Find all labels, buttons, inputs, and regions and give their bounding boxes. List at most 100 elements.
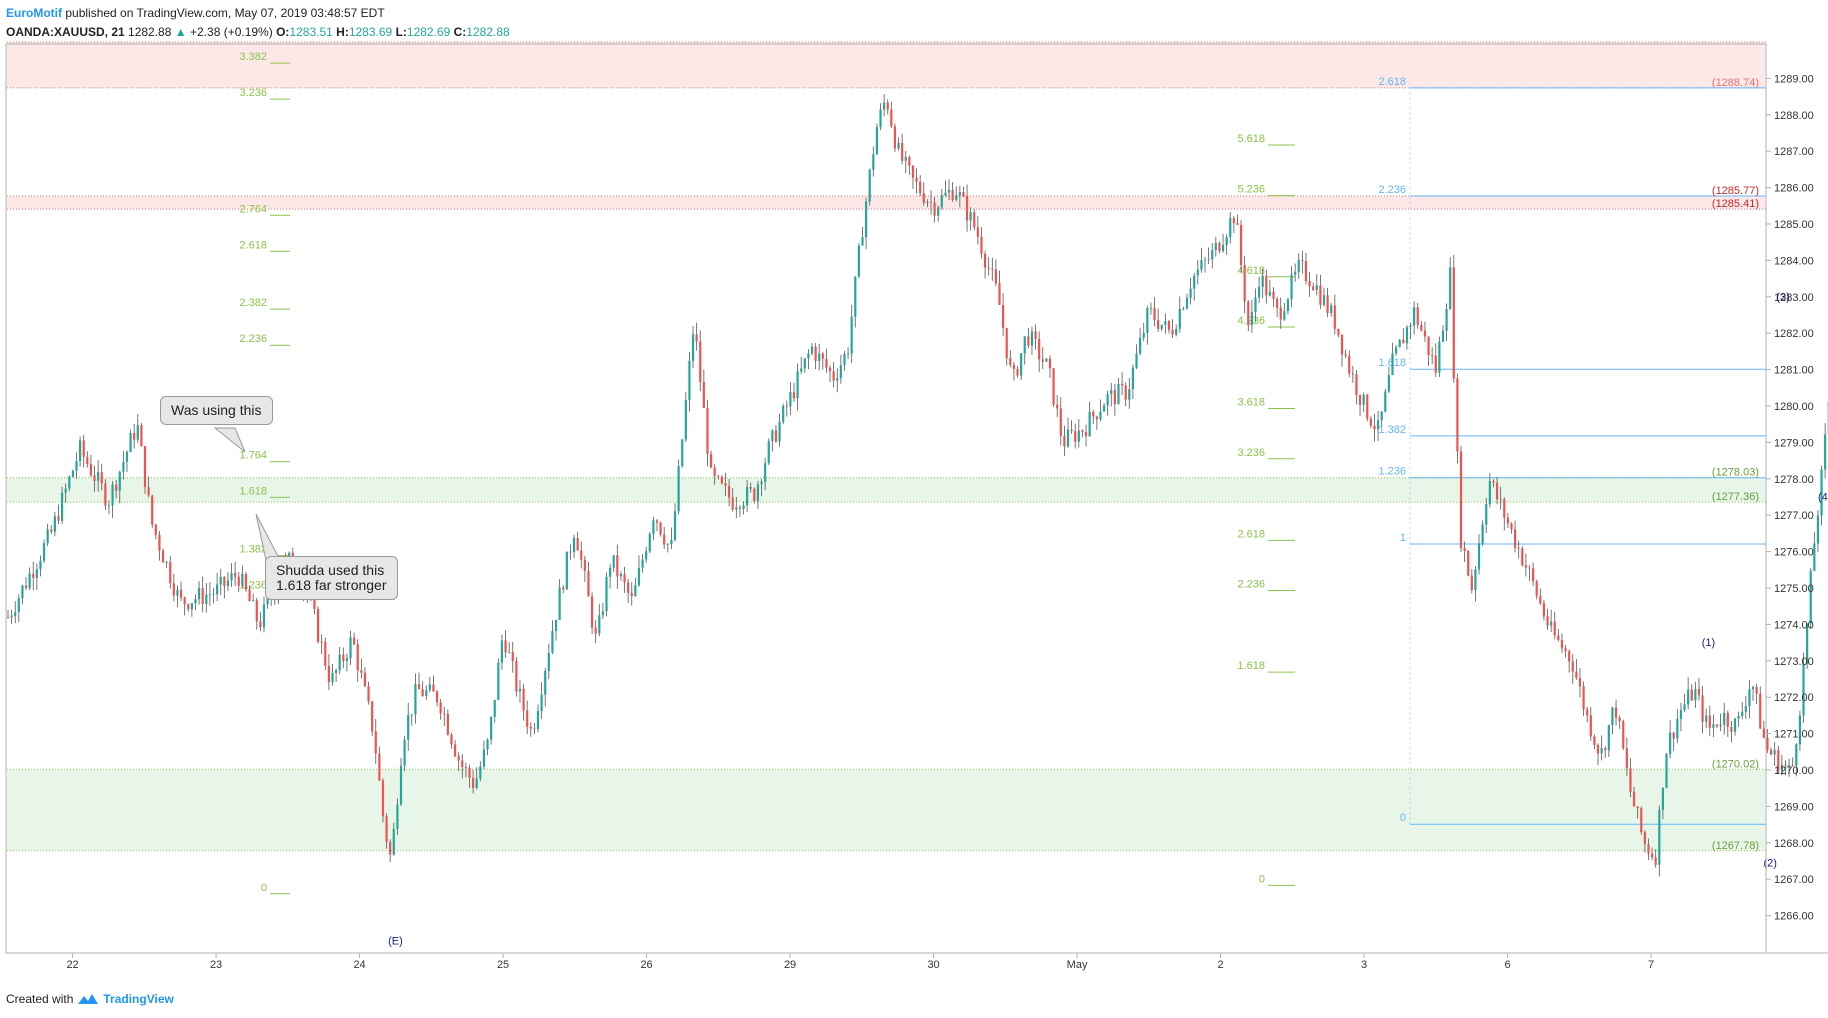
candle-body xyxy=(432,684,435,692)
candle-body xyxy=(666,544,669,545)
candle-body xyxy=(839,365,842,379)
candle-body xyxy=(706,408,709,455)
candle-body xyxy=(179,589,183,598)
candle-body xyxy=(212,594,215,596)
candle-body xyxy=(1521,548,1524,566)
candle-body xyxy=(1661,787,1665,810)
candle-body xyxy=(1182,308,1185,310)
candle-body xyxy=(1535,581,1538,596)
candle-body xyxy=(1643,832,1646,845)
x-tick-label: 24 xyxy=(353,959,365,971)
candle-body xyxy=(216,584,219,595)
candle-body xyxy=(1586,709,1589,716)
candle-body xyxy=(1712,724,1715,728)
fib-label: 3.236 xyxy=(1237,447,1265,459)
candle-body xyxy=(681,439,684,467)
y-tick-label: 1279.00 xyxy=(1774,437,1814,449)
candle-body xyxy=(1193,275,1196,289)
candle-body xyxy=(79,440,82,462)
candle-body xyxy=(86,456,89,465)
candle-body xyxy=(417,684,421,690)
candle-body xyxy=(634,585,637,597)
candle-body xyxy=(320,641,323,643)
high-label: H: xyxy=(336,25,349,39)
tradingview-brand[interactable]: TradingView xyxy=(103,992,174,1006)
open-value: 1283.51 xyxy=(289,25,333,39)
wave-label: (4) xyxy=(1818,492,1828,504)
author-link[interactable]: EuroMotif xyxy=(6,6,62,20)
candle-body xyxy=(1669,732,1672,755)
symbol-label[interactable]: OANDA:XAUUSD, 21 xyxy=(6,25,125,39)
candle-body xyxy=(169,562,172,584)
candle-body xyxy=(533,728,536,730)
candle-body xyxy=(623,573,626,583)
candle-body xyxy=(1304,261,1308,282)
candle-body xyxy=(547,652,550,671)
callout-pointer-1 xyxy=(213,427,246,453)
candle-body xyxy=(929,201,933,203)
candle-body xyxy=(360,670,363,673)
candle-body xyxy=(774,430,778,442)
candle-body xyxy=(1741,711,1744,716)
callout-was-using[interactable]: Was using this xyxy=(160,396,273,425)
candle-body xyxy=(1102,405,1106,412)
candle-body xyxy=(875,127,879,155)
candle-body xyxy=(785,405,788,407)
candle-body xyxy=(82,440,85,457)
low-label: L: xyxy=(395,25,407,39)
candle-body xyxy=(569,551,572,553)
candle-body xyxy=(1604,748,1607,751)
candle-body xyxy=(1092,411,1095,417)
x-tick-label: 22 xyxy=(66,959,78,971)
candle-body xyxy=(883,102,886,110)
candle-body xyxy=(843,354,846,366)
candle-body xyxy=(1683,704,1686,711)
candle-body xyxy=(1319,285,1322,305)
candle-body xyxy=(789,392,792,407)
candle-body xyxy=(590,596,594,628)
fib-blue-label: 2.236 xyxy=(1378,184,1406,196)
candle-body xyxy=(234,573,237,577)
candle-body xyxy=(125,451,129,462)
candle-body xyxy=(764,463,767,482)
candle-body xyxy=(1211,250,1214,260)
candle-body xyxy=(389,841,392,855)
candle-body xyxy=(1488,480,1491,505)
candle-body xyxy=(17,598,20,613)
candle-body xyxy=(1780,764,1783,772)
candle-body xyxy=(828,367,832,372)
axes-layer[interactable]: 1266.001267.001268.001269.001270.001271.… xyxy=(5,43,1828,971)
candle-body xyxy=(288,552,291,559)
candle-body xyxy=(1481,524,1484,544)
candle-body xyxy=(371,701,374,732)
candle-body xyxy=(1048,358,1052,369)
candle-body xyxy=(1005,327,1008,359)
y-tick-label: 1284.00 xyxy=(1774,255,1814,267)
candle-body xyxy=(1477,543,1481,570)
fib-label: 3.382 xyxy=(239,51,267,63)
candle-body xyxy=(486,739,489,750)
candle-body xyxy=(1330,305,1333,314)
fib-blue-label: 1 xyxy=(1400,532,1406,544)
candle-body xyxy=(1023,336,1026,354)
candle-body xyxy=(890,109,893,127)
price-label: (1288.74) xyxy=(1712,77,1759,89)
candle-body xyxy=(446,714,449,735)
candle-body xyxy=(1632,791,1636,807)
fib-label: 1.236 xyxy=(239,580,267,592)
candle-body xyxy=(1387,375,1390,392)
candle-body xyxy=(338,654,341,671)
candle-body xyxy=(1164,320,1167,325)
candle-body xyxy=(363,672,367,687)
candle-body xyxy=(1218,242,1221,252)
candle-body xyxy=(1279,307,1282,320)
candle-body xyxy=(1647,844,1650,854)
candle-body xyxy=(1715,724,1719,727)
candle-body xyxy=(1301,260,1304,262)
callout-shudda-used[interactable]: Shudda used this 1.618 far stronger xyxy=(265,556,398,600)
candle-body xyxy=(1777,749,1780,772)
candle-body xyxy=(742,505,745,510)
candle-body xyxy=(677,466,680,512)
up-arrow-icon: ▲ xyxy=(174,25,187,39)
